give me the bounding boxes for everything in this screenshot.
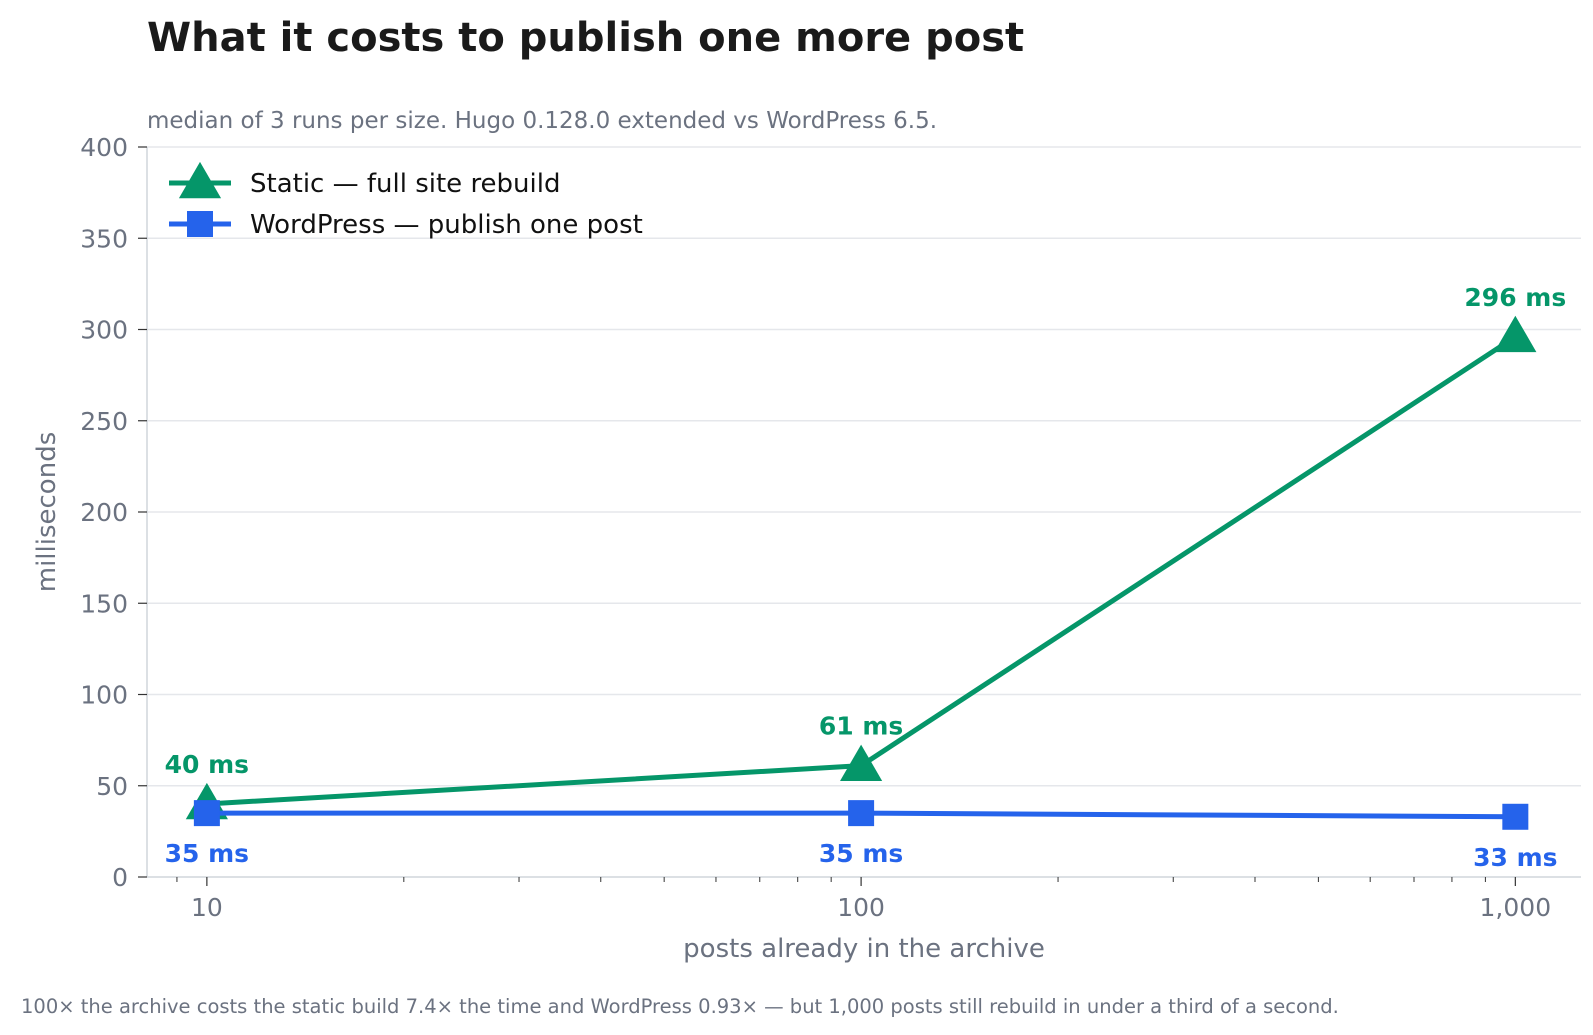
footnote: 100× the archive costs the static build … bbox=[21, 995, 1339, 1018]
x-tick-label-10: 10 bbox=[191, 893, 223, 922]
y-tick-label-0: 0 bbox=[112, 863, 128, 892]
data-point-0-2 bbox=[1494, 315, 1537, 353]
y-axis-label: milliseconds bbox=[32, 432, 62, 593]
data-point-0-1 bbox=[840, 744, 883, 781]
data-label-1-1: 35 ms bbox=[819, 839, 903, 868]
y-tick-label-150: 150 bbox=[80, 589, 128, 618]
gridlines bbox=[147, 146, 1581, 787]
series-layer bbox=[185, 315, 1537, 830]
x-axis-ticks: 10 100 1,000 bbox=[176, 877, 1552, 922]
chart-title: What it costs to publish one more post bbox=[147, 15, 1024, 61]
data-label-1-0: 35 ms bbox=[165, 839, 249, 868]
data-label-1-2: 33 ms bbox=[1473, 843, 1557, 872]
data-labels: 40 ms 61 ms 296 ms 35 ms 35 ms 33 ms bbox=[165, 283, 1567, 872]
data-label-0-0: 40 ms bbox=[165, 750, 249, 779]
legend-entry-0: Static — full site rebuild bbox=[250, 169, 561, 199]
x-tick-label-100: 100 bbox=[837, 893, 885, 922]
legend-entry-1: WordPress — publish one post bbox=[250, 210, 643, 240]
data-label-0-1: 61 ms bbox=[819, 712, 903, 741]
data-point-1-1 bbox=[848, 800, 875, 827]
data-point-1-2 bbox=[1502, 803, 1529, 830]
chart-subtitle: median of 3 runs per size. Hugo 0.128.0 … bbox=[147, 108, 937, 134]
y-tick-label-50: 50 bbox=[96, 772, 128, 801]
x-tick-label-1000: 1,000 bbox=[1480, 893, 1552, 922]
y-tick-label-100: 100 bbox=[80, 681, 128, 710]
data-label-0-2: 296 ms bbox=[1464, 283, 1566, 312]
y-tick-label-300: 300 bbox=[80, 316, 128, 345]
y-tick-label-350: 350 bbox=[80, 224, 128, 253]
legend-marker-1 bbox=[187, 211, 213, 237]
x-axis-label: posts already in the archive bbox=[683, 934, 1045, 964]
y-tick-label-400: 400 bbox=[80, 133, 128, 162]
y-tick-label-250: 250 bbox=[80, 407, 128, 436]
legend: Static — full site rebuild WordPress — pu… bbox=[169, 161, 643, 240]
y-axis-ticks: 0 50 100 150 200 250 300 350 400 bbox=[80, 133, 147, 892]
legend-marker-0 bbox=[178, 161, 222, 199]
y-tick-label-200: 200 bbox=[80, 498, 128, 527]
data-point-1-0 bbox=[193, 800, 220, 827]
